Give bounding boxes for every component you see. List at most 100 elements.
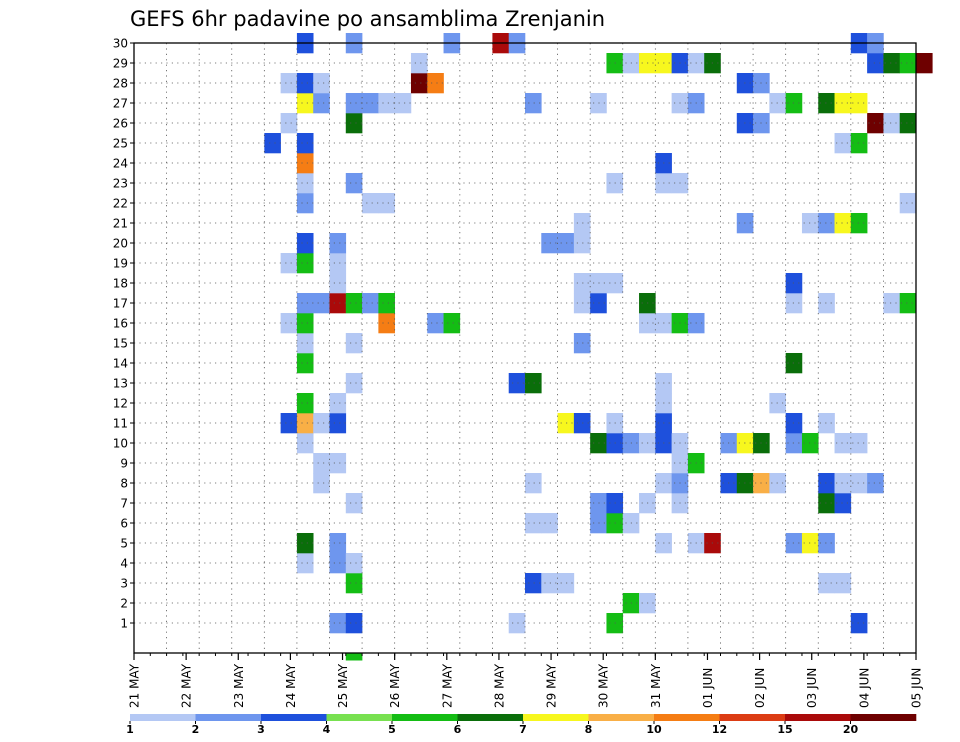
heatmap-cell bbox=[834, 133, 852, 154]
y-tick-label: 1 bbox=[120, 617, 128, 631]
heatmap-cell bbox=[541, 513, 558, 534]
x-tick-label: 29 MAY bbox=[545, 663, 559, 708]
heatmap-cell bbox=[296, 433, 314, 454]
heatmap-cell bbox=[443, 313, 461, 334]
heatmap-cell bbox=[883, 113, 901, 134]
y-tick-label: 24 bbox=[113, 157, 128, 171]
heatmap-cell bbox=[313, 293, 330, 314]
heatmap-cell bbox=[345, 493, 363, 514]
heatmap-cell bbox=[573, 213, 591, 234]
x-tick-label: 30 MAY bbox=[597, 663, 611, 708]
heatmap-cell bbox=[557, 573, 575, 594]
legend-label: 3 bbox=[257, 723, 265, 736]
heatmap-cell bbox=[280, 413, 298, 434]
heatmap-cell bbox=[508, 373, 526, 394]
heatmap-cell bbox=[867, 113, 884, 134]
y-tick-label: 12 bbox=[113, 397, 128, 411]
legend-swatch bbox=[850, 714, 917, 721]
heatmap-cell bbox=[296, 173, 314, 194]
heatmap-cell bbox=[296, 133, 314, 154]
heatmap-cell bbox=[541, 573, 558, 594]
heatmap-cell bbox=[557, 233, 575, 254]
x-tick-label: 04 JUN bbox=[857, 668, 871, 708]
legend-swatch bbox=[785, 714, 851, 721]
y-tick-label: 17 bbox=[113, 297, 128, 311]
y-tick-label: 19 bbox=[113, 257, 128, 271]
y-tick-label: 9 bbox=[120, 457, 128, 471]
heatmap-cell bbox=[280, 313, 298, 334]
legend-swatch bbox=[588, 714, 655, 721]
heatmap-cell bbox=[573, 233, 591, 254]
legend-swatch bbox=[195, 714, 262, 721]
heatmap-cell bbox=[899, 293, 917, 314]
legend-label: 1 bbox=[126, 723, 134, 736]
heatmap-cell bbox=[280, 253, 298, 274]
heatmap-cell bbox=[427, 313, 444, 334]
heatmap-cell bbox=[378, 313, 395, 334]
heatmap-cell bbox=[329, 233, 347, 254]
heatmap-cell bbox=[313, 473, 330, 494]
x-tick-label: 23 MAY bbox=[232, 663, 246, 708]
heatmap-cell bbox=[850, 93, 868, 114]
y-tick-label: 30 bbox=[113, 37, 128, 51]
heatmap-cell bbox=[313, 453, 330, 474]
heatmap-cell bbox=[867, 473, 884, 494]
legend-label: 12 bbox=[712, 723, 727, 736]
heatmap-cell bbox=[834, 433, 852, 454]
heatmap-cell bbox=[345, 173, 363, 194]
heatmap-cell bbox=[296, 533, 314, 554]
heatmap-cell bbox=[362, 293, 379, 314]
heatmap-cell bbox=[378, 193, 395, 214]
heatmap-cell bbox=[345, 333, 363, 354]
heatmap-cell bbox=[296, 153, 314, 174]
heatmap-cell bbox=[362, 193, 379, 214]
heatmap-cell bbox=[850, 433, 868, 454]
heatmap-cell bbox=[345, 113, 363, 134]
x-tick-label: 24 MAY bbox=[284, 663, 298, 708]
heatmap-cell bbox=[427, 73, 444, 94]
heatmap-cell bbox=[296, 253, 314, 274]
legend-label: 15 bbox=[777, 723, 792, 736]
heatmap-cell bbox=[329, 613, 347, 634]
gridlines bbox=[134, 42, 916, 653]
heatmap-cell bbox=[573, 273, 591, 294]
y-tick-label: 6 bbox=[120, 517, 128, 531]
y-tick-label: 2 bbox=[120, 597, 128, 611]
chart-title: GEFS 6hr padavine po ansamblima Zrenjani… bbox=[130, 7, 605, 31]
legend-swatch bbox=[261, 714, 327, 721]
heatmap-cell bbox=[850, 613, 868, 634]
heatmap-cell bbox=[525, 513, 542, 534]
y-tick-label: 23 bbox=[113, 177, 128, 191]
heatmap-cell bbox=[541, 233, 558, 254]
heatmap-cell bbox=[818, 93, 835, 114]
heatmap-cell bbox=[410, 53, 428, 74]
heatmap-cell bbox=[329, 453, 347, 474]
y-tick-label: 16 bbox=[113, 317, 128, 331]
heatmap-cell bbox=[296, 553, 314, 574]
heatmap-cell bbox=[850, 473, 868, 494]
y-tick-label: 5 bbox=[120, 537, 128, 551]
heatmap-cell bbox=[329, 413, 347, 434]
x-tick-label: 05 JUN bbox=[910, 668, 924, 708]
y-tick-label: 7 bbox=[120, 497, 128, 511]
heatmap-cell bbox=[834, 573, 852, 594]
y-axis-ticks: 1234567891011121314151617181920212223242… bbox=[113, 37, 134, 631]
x-tick-label: 02 JUN bbox=[753, 668, 767, 708]
legend-swatch bbox=[326, 714, 393, 721]
legend-swatch bbox=[719, 714, 786, 721]
heatmap-cell bbox=[329, 293, 347, 314]
heatmap-cell bbox=[345, 293, 363, 314]
heatmap-cell bbox=[508, 613, 526, 634]
y-tick-label: 13 bbox=[113, 377, 128, 391]
y-tick-label: 4 bbox=[120, 557, 128, 571]
heatmap-cell bbox=[329, 553, 347, 574]
x-tick-label: 21 MAY bbox=[128, 663, 142, 708]
heatmap-cell bbox=[280, 73, 298, 94]
legend-label: 20 bbox=[843, 723, 859, 736]
legend-swatch bbox=[457, 714, 524, 721]
heatmap-cell bbox=[280, 113, 298, 134]
heatmap-cell bbox=[525, 93, 542, 114]
heatmap-cell bbox=[883, 53, 901, 74]
heatmap-cell bbox=[345, 613, 363, 634]
x-tick-label: 03 JUN bbox=[805, 668, 819, 708]
